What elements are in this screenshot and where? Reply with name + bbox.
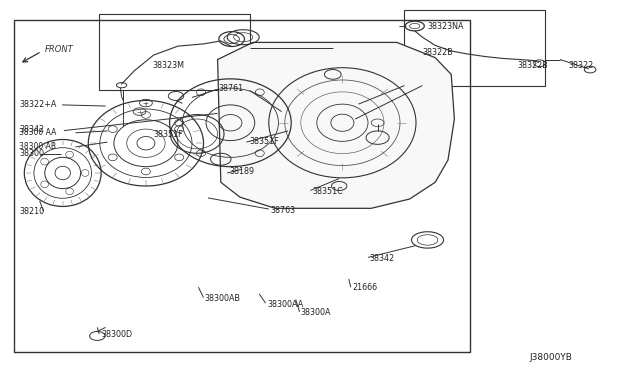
Text: 38323NA: 38323NA [428,22,464,31]
Text: 38323M: 38323M [152,61,184,70]
Text: 21666: 21666 [352,283,377,292]
Text: 38300 AB: 38300 AB [19,142,56,151]
Text: 38351F: 38351F [250,137,279,146]
Text: 38300AB: 38300AB [205,294,241,303]
Text: 38300A: 38300A [301,308,332,317]
Bar [99,14,250,90]
Text: 38210: 38210 [19,207,44,216]
Bar [404,10,545,86]
Text: 38300D: 38300D [101,330,132,339]
Text: 38322B: 38322B [422,48,453,57]
Text: 38300AA: 38300AA [268,300,304,309]
Text: 38322B: 38322B [517,61,548,70]
Text: 38763: 38763 [270,206,295,215]
Text: 38351C: 38351C [312,187,343,196]
Text: 38761: 38761 [219,84,244,93]
Text: 38322+A: 38322+A [19,100,56,109]
Text: 38342: 38342 [370,254,395,263]
Text: J38000YB: J38000YB [530,353,573,362]
Text: 38300 AA: 38300 AA [19,128,56,137]
Text: FRONT: FRONT [45,45,74,54]
Polygon shape [218,42,454,208]
Text: 38300: 38300 [19,149,44,158]
Text: 38342: 38342 [19,125,44,134]
Bar [14,20,470,352]
Text: 38322: 38322 [568,61,593,70]
Text: 38351F: 38351F [154,130,183,139]
Text: 38189: 38189 [229,167,254,176]
